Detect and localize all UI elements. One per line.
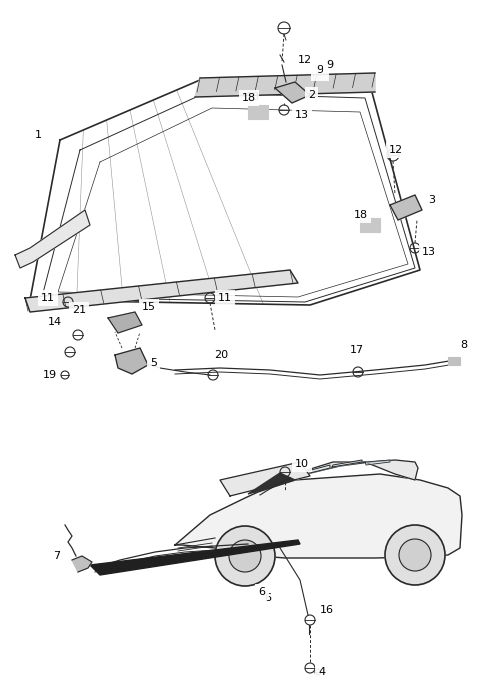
Text: 6: 6 [259,587,265,597]
Text: 10: 10 [295,459,309,469]
Text: 18: 18 [246,92,260,102]
Text: 11: 11 [41,293,55,303]
Text: 20: 20 [214,350,228,360]
Bar [448,357,460,365]
Text: 7: 7 [53,551,60,561]
Polygon shape [220,462,310,496]
Text: 13: 13 [422,247,436,257]
Text: 16: 16 [320,605,334,615]
Polygon shape [332,460,362,467]
Text: 9: 9 [326,60,333,70]
Text: 13: 13 [295,110,309,120]
Text: 15: 15 [142,302,156,312]
Circle shape [399,539,431,571]
Polygon shape [72,556,92,572]
Polygon shape [275,82,310,103]
Bar [248,105,268,119]
Circle shape [229,540,261,572]
Text: 21: 21 [72,305,86,315]
Circle shape [215,526,275,586]
Polygon shape [365,460,390,465]
Polygon shape [108,312,142,333]
Polygon shape [115,348,148,374]
Text: 6: 6 [264,593,272,603]
Polygon shape [195,73,375,97]
Polygon shape [258,475,298,490]
Polygon shape [15,210,90,268]
Text: 19: 19 [43,370,57,380]
Polygon shape [25,270,298,312]
Bar [360,218,380,232]
Text: 11: 11 [218,293,232,303]
Text: 18: 18 [354,210,368,220]
Polygon shape [390,195,422,220]
Text: 14: 14 [48,317,62,327]
Text: 3: 3 [428,195,435,205]
Circle shape [385,525,445,585]
Text: 9: 9 [316,65,324,75]
Text: 5: 5 [150,358,157,368]
Polygon shape [248,473,295,494]
Polygon shape [90,540,300,575]
Text: 12: 12 [389,145,403,155]
Text: 4: 4 [318,667,325,677]
Text: 8: 8 [460,340,467,350]
Text: 18: 18 [242,93,256,103]
Text: 1: 1 [35,130,42,140]
Polygon shape [175,474,462,558]
Text: 2: 2 [308,90,315,100]
Polygon shape [298,465,330,476]
Polygon shape [255,460,418,492]
Text: 12: 12 [298,55,312,65]
Text: 17: 17 [350,345,364,355]
